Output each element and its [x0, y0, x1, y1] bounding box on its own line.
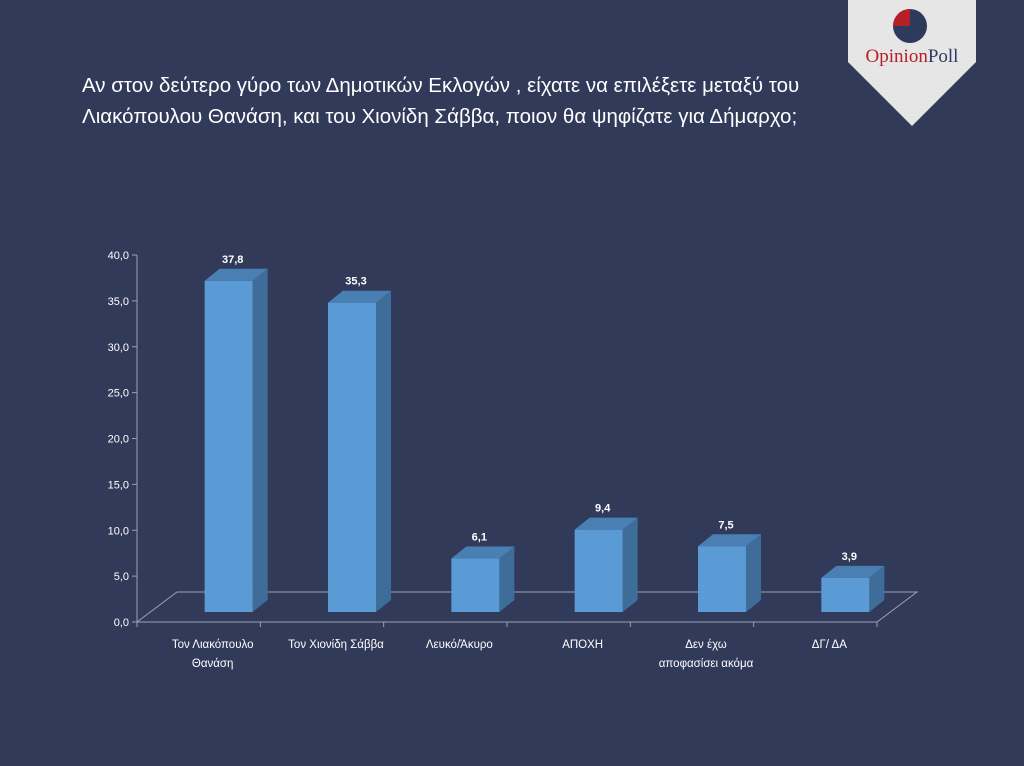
logo-word-poll: Poll — [928, 46, 959, 67]
category-label: Δεν έχω — [685, 639, 727, 651]
bar-top — [451, 546, 515, 559]
bar-top — [204, 268, 268, 281]
category-label: ΑΠΟΧΗ — [562, 639, 603, 651]
bar-side — [622, 517, 638, 612]
logo-word-opinion: Opinion — [866, 46, 929, 67]
data-label: 35,3 — [345, 276, 366, 288]
bar — [451, 558, 500, 612]
bar-top — [821, 565, 885, 578]
bar — [204, 280, 253, 612]
data-label: 7,5 — [718, 519, 733, 531]
opinionpoll-logo: OpinionPoll — [848, 0, 976, 126]
data-label: 3,9 — [842, 551, 857, 563]
category-label: Λευκό/Άκυρο — [426, 639, 493, 651]
bar — [574, 529, 623, 612]
bar — [698, 546, 746, 612]
data-label: 9,4 — [595, 503, 611, 515]
y-tick-label: 0,0 — [114, 617, 129, 629]
category-label: Τον Χιονίδη Σάββα — [288, 639, 384, 651]
svg-text:OpinionPoll: OpinionPoll — [866, 46, 959, 67]
y-tick-label: 40,0 — [108, 250, 129, 262]
category-label: ΔΓ/ ΔΑ — [812, 639, 847, 651]
category-label: Τον Λιακόπουλο — [172, 639, 254, 651]
y-tick-label: 10,0 — [108, 525, 129, 537]
bar-side — [252, 268, 268, 612]
y-tick-label: 35,0 — [108, 296, 129, 308]
bar-side — [499, 546, 515, 612]
bar-side — [746, 534, 761, 612]
bar-side — [376, 290, 391, 612]
category-label: Θανάση — [192, 658, 234, 670]
y-tick-label: 25,0 — [108, 388, 129, 400]
y-tick-label: 30,0 — [108, 342, 129, 354]
bar-side — [869, 565, 885, 612]
bar-top — [574, 517, 638, 530]
data-label: 6,1 — [472, 532, 487, 544]
y-tick-label: 20,0 — [108, 434, 129, 446]
y-tick-label: 5,0 — [114, 571, 129, 583]
data-label: 37,8 — [222, 254, 243, 266]
category-label: αποφασίσει ακόμα — [659, 658, 754, 670]
chart-title: Αν στον δεύτερο γύρο των Δημοτικών Εκλογ… — [82, 74, 800, 128]
bar — [821, 577, 870, 612]
bar-top — [328, 290, 391, 303]
bar-top — [698, 534, 761, 547]
bar — [328, 302, 376, 612]
y-tick-label: 15,0 — [108, 479, 129, 491]
